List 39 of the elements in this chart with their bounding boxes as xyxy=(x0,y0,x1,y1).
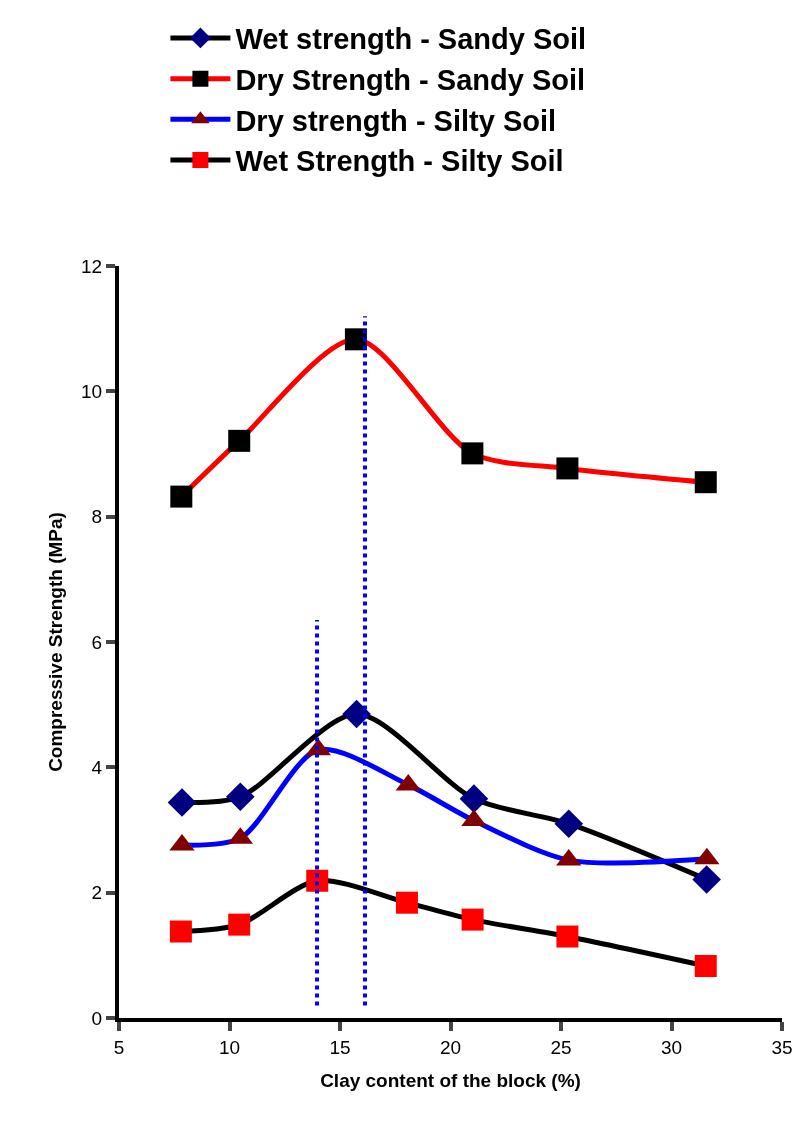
y-tick-label: 8 xyxy=(91,506,103,528)
point xyxy=(228,429,251,452)
point xyxy=(554,809,584,839)
y-tick-label: 12 xyxy=(81,255,103,277)
legend-label: Dry Strength - Sandy Soil xyxy=(235,63,586,96)
point xyxy=(461,442,484,465)
point xyxy=(556,457,579,480)
legend-label: Dry strength - Silty Soil xyxy=(235,104,557,137)
point xyxy=(395,891,418,914)
point xyxy=(459,784,489,813)
point xyxy=(556,925,579,948)
x-tick-label: 30 xyxy=(660,1036,683,1058)
x-axis-title: Clay content of the block (%) xyxy=(320,1070,581,1092)
point xyxy=(169,920,192,943)
x-tick-label: 35 xyxy=(771,1036,793,1058)
y-tick-label: 4 xyxy=(91,756,103,778)
legend-label: Wet strength - Sandy Soil xyxy=(235,23,587,56)
point xyxy=(694,471,717,494)
legend-label: Wet Strength - Silty Soil xyxy=(235,145,564,178)
point xyxy=(170,485,193,508)
y-tick-label: 2 xyxy=(91,882,103,904)
y-tick-label: 10 xyxy=(81,380,103,402)
point xyxy=(226,782,255,812)
y-tick-label: 0 xyxy=(91,1007,103,1029)
x-tick-label: 10 xyxy=(218,1036,241,1058)
x-tick-label: 5 xyxy=(113,1036,125,1058)
point xyxy=(167,788,197,817)
point xyxy=(692,865,721,894)
y-axis-title: Compressive Strength (MPa) xyxy=(45,512,67,772)
point xyxy=(342,699,371,729)
point xyxy=(228,913,251,936)
x-tick-label: 15 xyxy=(329,1036,351,1058)
y-tick-label: 6 xyxy=(91,631,103,653)
x-tick-label: 25 xyxy=(550,1036,572,1058)
point xyxy=(461,908,484,931)
point xyxy=(694,954,717,977)
point xyxy=(344,328,367,351)
x-tick-label: 20 xyxy=(439,1036,462,1058)
point xyxy=(306,869,329,892)
